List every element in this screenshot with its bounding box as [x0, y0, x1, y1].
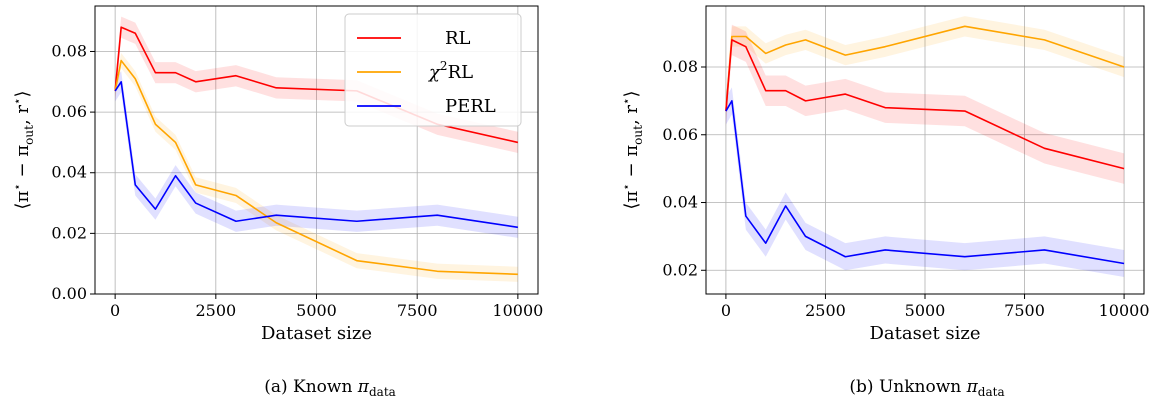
legend-label: χ2RL: [427, 59, 473, 83]
confidence-band-rl: [725, 16, 1125, 122]
y-tick-label: 0.02: [51, 223, 87, 242]
y-tick-label: 0.08: [51, 41, 87, 60]
y-axis-label: ⟨π⋆ − πout, r⋆⟩: [10, 90, 36, 209]
series-line-rl: [114, 59, 518, 276]
chart-caption: (b) Unknown πdata: [849, 377, 1004, 399]
confidence-band-rl: [725, 24, 1125, 184]
y-tick-label: 0.06: [662, 125, 698, 144]
x-tick-label: 5000: [296, 301, 337, 320]
series-line-perl: [725, 100, 1125, 265]
y-tick-label: 0.04: [51, 163, 87, 182]
x-tick-label: 10000: [492, 301, 543, 320]
series-line-rl: [725, 25, 1125, 112]
y-tick-label: 0.04: [662, 193, 698, 212]
y-axis-label: ⟨π⋆ − πout, r⋆⟩: [619, 90, 645, 209]
y-tick-label: 0.06: [51, 102, 87, 121]
chart-a: 0 2500 5000 7500 10000 0.00 0.02 0.04 0.06 0.08 Da…: [10, 5, 543, 399]
x-tick-label: 2500: [195, 301, 236, 320]
y-tick-label: 0.02: [662, 260, 698, 279]
legend-box: [344, 13, 522, 127]
confidence-band-rl: [115, 52, 518, 282]
chart-caption: (a) Known πdata: [264, 377, 396, 399]
plot-area: [725, 16, 1125, 278]
series-line-rl: [725, 39, 1125, 170]
x-axis-label: Dataset size: [869, 323, 980, 344]
y-tick-label: 0.08: [662, 57, 698, 76]
x-tick-label: 7500: [397, 301, 438, 320]
x-tick-label: 0: [721, 301, 731, 320]
legend-label: PERL: [445, 96, 496, 117]
confidence-band-perl: [725, 87, 1125, 278]
legend-label: RL: [445, 28, 471, 49]
x-tick-label: 0: [110, 301, 120, 320]
x-tick-label: 5000: [905, 301, 946, 320]
x-tick-label: 7500: [1004, 301, 1045, 320]
x-axis-label: Dataset size: [261, 323, 372, 344]
x-tick-label: 10000: [1099, 301, 1150, 320]
series-line-perl: [114, 80, 518, 229]
x-tick-label: 2500: [805, 301, 846, 320]
legend: RL χ2RL PERL: [344, 13, 522, 127]
y-tick-label: 0.00: [51, 284, 87, 303]
chart-b: 0 2500 5000 7500 10000 0.02 0.04 0.06 0.08 Datase…: [619, 5, 1150, 399]
